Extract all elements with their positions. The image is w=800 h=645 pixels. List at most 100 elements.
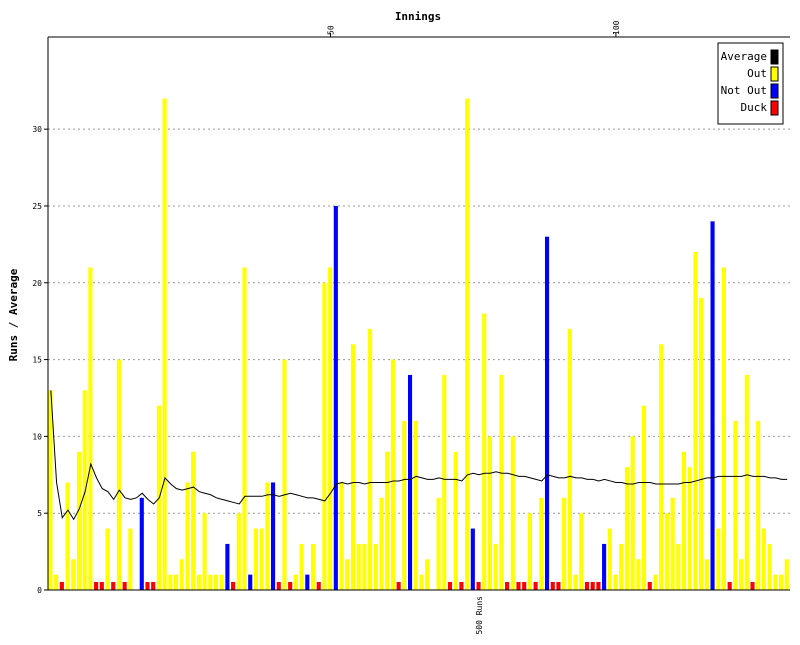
innings-bar — [584, 582, 590, 590]
innings-bar — [116, 359, 121, 590]
innings-bar — [442, 374, 447, 590]
y-tick-label: 5 — [37, 509, 42, 518]
innings-bar — [527, 513, 532, 590]
innings-bar — [624, 467, 629, 590]
innings-bar — [94, 582, 99, 590]
innings-bar — [322, 282, 327, 590]
legend-swatch — [770, 100, 779, 116]
legend: Average Out Not Out Duck — [717, 42, 784, 125]
innings-bar — [76, 451, 82, 590]
innings-bar — [744, 374, 749, 590]
innings-bar — [573, 574, 578, 590]
innings-bar — [590, 582, 595, 590]
innings-bar — [619, 543, 624, 590]
innings-bar — [522, 582, 527, 590]
x-axis-title: Innings — [395, 10, 441, 23]
innings-bar — [727, 582, 732, 590]
innings-bar — [173, 574, 179, 590]
innings-bar — [602, 543, 607, 590]
innings-bar — [362, 543, 367, 590]
innings-bar — [756, 421, 761, 590]
innings-bar — [659, 344, 664, 590]
innings-bar — [482, 313, 487, 590]
innings-bar — [236, 513, 241, 590]
legend-swatch — [770, 49, 779, 65]
innings-bar — [636, 559, 641, 590]
innings-bar — [556, 582, 561, 590]
innings-bar — [54, 574, 59, 590]
innings-bar — [750, 582, 755, 590]
innings-bar — [510, 436, 515, 590]
innings-bar — [716, 528, 721, 590]
innings-bar — [299, 543, 304, 590]
innings-bar — [65, 482, 70, 590]
innings-bar — [596, 582, 601, 590]
innings-bar — [128, 528, 133, 590]
innings-bar — [710, 221, 715, 590]
innings-bar — [339, 482, 344, 590]
y-tick-label: 15 — [32, 356, 42, 365]
innings-bar — [151, 582, 156, 590]
innings-bar — [288, 582, 293, 590]
innings-bar — [385, 451, 390, 590]
grid-lines — [48, 128, 790, 514]
innings-bar — [607, 528, 612, 590]
innings-bar — [704, 559, 709, 590]
innings-bar — [784, 559, 789, 590]
innings-bar — [533, 582, 538, 590]
innings-bar — [579, 513, 584, 590]
innings-bar — [516, 582, 521, 590]
innings-bar — [99, 582, 104, 590]
innings-bar — [202, 513, 207, 590]
innings-bar — [259, 528, 264, 590]
innings-bar — [396, 582, 401, 590]
x-tick-label: 100 — [612, 20, 621, 35]
innings-bar — [265, 482, 270, 590]
innings-bar — [122, 582, 127, 590]
innings-bar — [310, 543, 316, 590]
innings-bar — [487, 436, 492, 590]
legend-label: Duck — [741, 101, 768, 114]
innings-bar — [179, 559, 184, 590]
innings-bar — [687, 467, 692, 590]
innings-bar — [447, 582, 453, 590]
innings-bar — [219, 574, 224, 590]
innings-bar — [328, 267, 333, 590]
innings-bar — [676, 543, 681, 590]
innings-bar — [305, 574, 310, 590]
innings-bar — [567, 328, 572, 590]
y-tick-label: 25 — [32, 202, 42, 211]
innings-bar — [453, 451, 458, 590]
innings-bar — [693, 252, 698, 590]
innings-bar — [276, 582, 281, 590]
innings-bar — [670, 497, 675, 590]
legend-swatch — [770, 66, 779, 82]
innings-bar — [550, 582, 555, 590]
innings-bar — [778, 574, 784, 590]
innings-bar — [739, 559, 744, 590]
innings-bar — [699, 298, 704, 590]
innings-bar — [345, 559, 350, 590]
innings-bar — [767, 543, 772, 590]
innings-bar — [139, 497, 144, 590]
innings-bar — [105, 528, 110, 590]
innings-bar — [253, 528, 258, 590]
innings-bar — [459, 582, 464, 590]
innings-bar — [333, 205, 338, 590]
innings-bar — [544, 236, 550, 590]
y-tick-label: 30 — [32, 125, 42, 134]
y-axis-title: Runs / Average — [7, 268, 20, 361]
legend-label: Not Out — [721, 84, 767, 97]
innings-bar — [653, 574, 658, 590]
innings-bar — [493, 543, 498, 590]
innings-bar — [505, 582, 510, 590]
innings-bar — [402, 421, 407, 590]
innings-bar — [562, 497, 567, 590]
innings-bar — [111, 582, 116, 590]
innings-bar — [407, 374, 413, 590]
innings-bar — [647, 582, 652, 590]
innings-bar — [773, 574, 778, 590]
ticks: 0 5 10 15 20 25 30 50 100 500 Runs — [32, 20, 621, 634]
innings-bar — [630, 436, 635, 590]
